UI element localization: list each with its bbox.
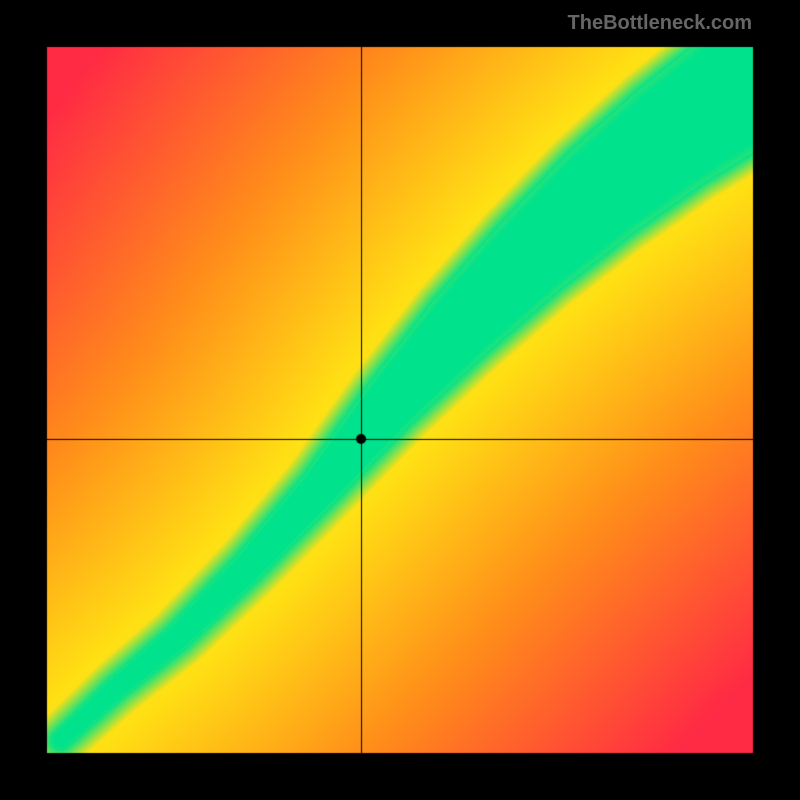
- heatmap-canvas: [40, 40, 760, 760]
- bottleneck-heatmap: [40, 40, 760, 760]
- watermark-text: TheBottleneck.com: [568, 12, 752, 35]
